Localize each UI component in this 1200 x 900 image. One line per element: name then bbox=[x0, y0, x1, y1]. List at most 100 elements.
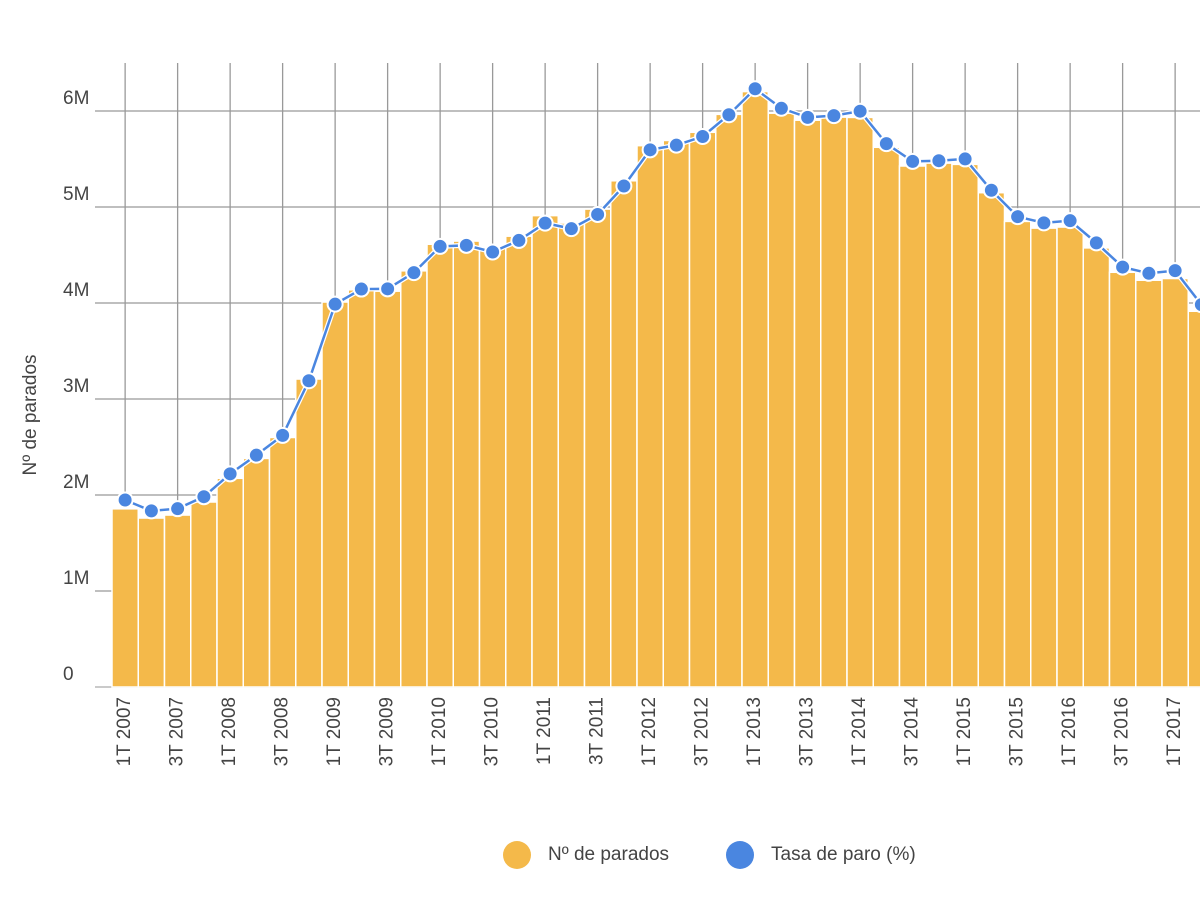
line-point bbox=[326, 295, 344, 313]
x-tick-label: 3T 2015 bbox=[1007, 697, 1028, 766]
bar bbox=[452, 240, 481, 688]
bar bbox=[662, 139, 691, 688]
bar bbox=[295, 378, 323, 688]
y-tick-label: 2M bbox=[63, 472, 89, 493]
bar bbox=[793, 119, 822, 688]
bar bbox=[898, 165, 927, 688]
legend-label: Nº de parados bbox=[548, 844, 669, 865]
x-tick-label: 3T 2014 bbox=[902, 697, 923, 767]
bar bbox=[426, 243, 454, 688]
line-point bbox=[1061, 212, 1079, 230]
y-tick-label: 3M bbox=[63, 376, 89, 397]
x-tick-label: 3T 2016 bbox=[1112, 697, 1133, 766]
bar bbox=[242, 457, 271, 688]
bar bbox=[610, 180, 638, 688]
line-point bbox=[694, 128, 712, 146]
y-tick-label: 6M bbox=[63, 88, 89, 109]
bar bbox=[557, 222, 586, 688]
bar bbox=[741, 90, 769, 688]
bar bbox=[1030, 227, 1058, 688]
line-point bbox=[720, 106, 738, 124]
line-point bbox=[1087, 234, 1105, 252]
x-tick-label: 1T 2016 bbox=[1059, 697, 1080, 766]
line-point bbox=[562, 220, 580, 238]
x-tick-label: 1T 2017 bbox=[1164, 697, 1185, 766]
line-point bbox=[825, 107, 843, 125]
line-point bbox=[221, 465, 239, 483]
bar bbox=[925, 162, 953, 688]
y-tick-label: 1M bbox=[63, 568, 89, 589]
x-tick-label: 1T 2007 bbox=[114, 697, 135, 766]
x-tick-label: 1T 2015 bbox=[954, 697, 975, 766]
x-tick-label: 3T 2011 bbox=[587, 697, 608, 765]
x-tick-label: 3T 2008 bbox=[272, 697, 293, 766]
bar bbox=[951, 163, 979, 688]
line-point bbox=[589, 205, 607, 223]
x-tick-label: 3T 2009 bbox=[377, 697, 398, 766]
line-point bbox=[169, 500, 187, 518]
y-tick-label: 0 bbox=[63, 664, 74, 685]
line-point bbox=[142, 502, 160, 520]
bar bbox=[268, 436, 297, 688]
line-point bbox=[1035, 214, 1053, 232]
x-tick-label: 1T 2008 bbox=[219, 697, 240, 766]
bar bbox=[1161, 277, 1189, 688]
bar bbox=[400, 270, 428, 688]
line-point bbox=[877, 135, 895, 153]
legend-label: Tasa de paro (%) bbox=[771, 844, 916, 865]
line-point bbox=[431, 237, 449, 255]
line-point bbox=[956, 150, 974, 168]
line-point bbox=[799, 108, 817, 126]
line-point bbox=[904, 152, 922, 170]
x-tick-label: 1T 2012 bbox=[639, 697, 660, 766]
bar bbox=[715, 113, 743, 688]
bar bbox=[977, 191, 1006, 688]
bar bbox=[688, 131, 717, 688]
bar bbox=[1135, 279, 1163, 688]
bar bbox=[216, 477, 244, 688]
x-tick-label: 1T 2010 bbox=[429, 697, 450, 766]
bar bbox=[1108, 271, 1137, 688]
bar bbox=[111, 508, 139, 688]
bar bbox=[137, 517, 166, 688]
x-tick-label: 1T 2009 bbox=[324, 697, 345, 766]
bar bbox=[872, 146, 901, 688]
line-point bbox=[405, 264, 423, 282]
bar bbox=[373, 290, 402, 688]
line-point bbox=[274, 426, 292, 444]
line-point bbox=[195, 488, 213, 506]
line-point bbox=[457, 236, 475, 254]
bar bbox=[321, 301, 349, 688]
bar bbox=[531, 214, 559, 688]
bar bbox=[163, 514, 192, 688]
line-point bbox=[1192, 296, 1200, 313]
x-tick-label: 3T 2013 bbox=[797, 697, 818, 766]
line-point bbox=[615, 177, 633, 195]
line-point bbox=[300, 372, 318, 390]
x-tick-label: 3T 2010 bbox=[482, 697, 503, 766]
x-tick-label: 3T 2007 bbox=[167, 697, 188, 766]
line-point bbox=[536, 214, 554, 232]
bar bbox=[478, 247, 507, 688]
x-tick-label: 3T 2012 bbox=[692, 697, 713, 766]
line-point bbox=[1140, 264, 1158, 282]
bar bbox=[767, 112, 796, 688]
x-tick-label: 1T 2013 bbox=[744, 697, 765, 766]
bar bbox=[190, 501, 218, 688]
bar bbox=[347, 289, 376, 688]
line-point bbox=[116, 491, 134, 509]
line-point bbox=[1114, 258, 1132, 276]
line-point bbox=[484, 243, 502, 261]
line-point bbox=[1009, 208, 1027, 226]
line-point bbox=[247, 446, 265, 464]
line-point bbox=[379, 280, 397, 298]
bar bbox=[505, 235, 533, 688]
bar bbox=[636, 144, 664, 688]
line-point bbox=[746, 80, 764, 98]
x-tick-label: 1T 2014 bbox=[849, 697, 870, 767]
legend-marker bbox=[726, 841, 754, 869]
y-tick-label: 4M bbox=[63, 280, 89, 301]
bar bbox=[1187, 310, 1200, 688]
line-point bbox=[772, 99, 790, 117]
